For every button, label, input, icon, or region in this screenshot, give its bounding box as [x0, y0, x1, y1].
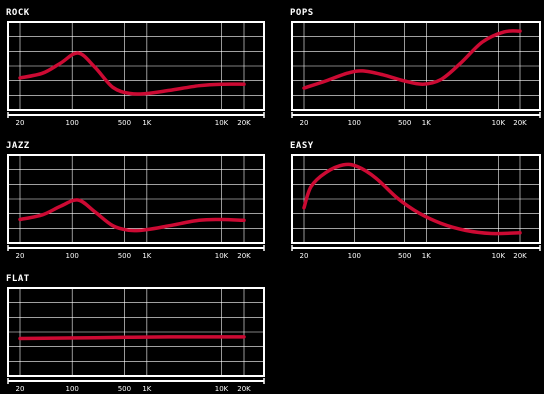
- frequency-tick-label: 500: [118, 385, 131, 391]
- eq-graph: 20 100 500 1K 10K 20K: [7, 21, 265, 127]
- eq-graph: 20 100 500 1K 10K 20K: [291, 21, 541, 127]
- frequency-tick-label: 10K: [215, 385, 229, 391]
- frequency-tick-label: 100: [348, 252, 361, 260]
- frequency-tick-label: 100: [66, 385, 79, 391]
- frequency-tick-label: 10K: [492, 252, 506, 260]
- frequency-tick-label: 20: [16, 119, 25, 127]
- eq-graph: 20 100 500 1K 10K 20K: [291, 154, 541, 260]
- frequency-tick-label: 100: [66, 119, 79, 127]
- preset-easy[interactable]: EASY 20 100 500 1K 10K 20K: [290, 141, 544, 261]
- eq-graph: 20 100 500 1K 10K 20K: [7, 154, 265, 260]
- frequency-tick-label: 20K: [237, 252, 251, 260]
- frequency-tick-label: 20K: [513, 119, 527, 127]
- frequency-tick-label: 500: [118, 252, 131, 260]
- eq-curve: [18, 51, 246, 96]
- frequency-tick-label: 10K: [215, 119, 229, 127]
- preset-title: FLAT: [6, 274, 30, 284]
- frequency-tick-label: 20: [16, 252, 25, 260]
- frequency-tick-label: 1K: [142, 252, 151, 260]
- preset-title: JAZZ: [6, 141, 30, 151]
- frequency-tick-label: 100: [66, 252, 79, 260]
- preset-title: ROCK: [6, 8, 30, 18]
- frequency-tick-label: 20K: [237, 119, 251, 127]
- eq-graph: 20 100 500 1K 10K 20K: [7, 287, 265, 391]
- frequency-tick-label: 1K: [142, 385, 151, 391]
- eq-curve: [18, 198, 246, 233]
- frequency-tick-label: 500: [398, 119, 411, 127]
- frequency-tick-label: 10K: [492, 119, 506, 127]
- preset-title: POPS: [290, 8, 314, 18]
- frequency-tick-label: 1K: [142, 119, 151, 127]
- preset-title: EASY: [290, 141, 314, 151]
- eq-curve: [18, 335, 246, 341]
- frequency-tick-label: 500: [118, 119, 131, 127]
- frequency-tick-label: 500: [398, 252, 411, 260]
- frequency-tick-label: 20: [300, 252, 309, 260]
- frequency-tick-label: 1K: [422, 119, 431, 127]
- frequency-tick-label: 20K: [513, 252, 527, 260]
- eq-curve: [302, 29, 522, 90]
- frequency-tick-label: 10K: [215, 252, 229, 260]
- preset-jazz[interactable]: JAZZ 20 100 500 1K 10K 20K: [6, 141, 268, 261]
- frequency-tick-label: 20: [16, 385, 25, 391]
- frequency-tick-label: 100: [348, 119, 361, 127]
- frequency-tick-label: 20: [300, 119, 309, 127]
- eq-curve: [302, 162, 522, 236]
- preset-flat[interactable]: FLAT 20 100 500 1K 10K 20K: [6, 274, 268, 394]
- preset-rock[interactable]: ROCK 20 100 500 1K 10K 20K: [6, 8, 268, 128]
- frequency-tick-label: 1K: [422, 252, 431, 260]
- frequency-tick-label: 20K: [237, 385, 251, 391]
- preset-pops[interactable]: POPS 20 100 500 1K 10K 20K: [290, 8, 544, 128]
